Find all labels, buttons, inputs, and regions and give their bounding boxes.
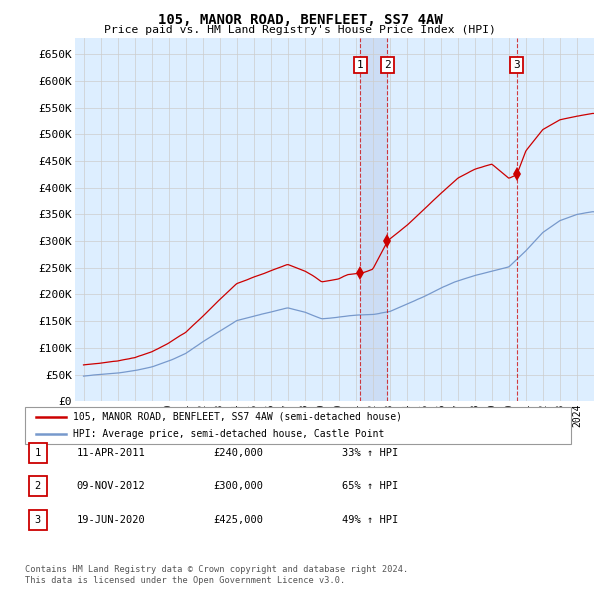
Text: 1: 1: [35, 448, 41, 457]
Text: HPI: Average price, semi-detached house, Castle Point: HPI: Average price, semi-detached house,…: [73, 429, 385, 438]
Text: Contains HM Land Registry data © Crown copyright and database right 2024.: Contains HM Land Registry data © Crown c…: [25, 565, 409, 574]
Text: 09-NOV-2012: 09-NOV-2012: [77, 481, 146, 491]
Text: This data is licensed under the Open Government Licence v3.0.: This data is licensed under the Open Gov…: [25, 576, 346, 585]
Text: £240,000: £240,000: [213, 448, 263, 457]
Text: 2: 2: [35, 481, 41, 491]
Bar: [361, 38, 388, 401]
Text: 2: 2: [384, 60, 391, 70]
Text: 105, MANOR ROAD, BENFLEET, SS7 4AW (semi-detached house): 105, MANOR ROAD, BENFLEET, SS7 4AW (semi…: [73, 412, 402, 421]
Text: 3: 3: [514, 60, 520, 70]
Text: 65% ↑ HPI: 65% ↑ HPI: [342, 481, 398, 491]
Text: Price paid vs. HM Land Registry's House Price Index (HPI): Price paid vs. HM Land Registry's House …: [104, 25, 496, 35]
Text: 1: 1: [357, 60, 364, 70]
Text: 11-APR-2011: 11-APR-2011: [77, 448, 146, 457]
Text: 105, MANOR ROAD, BENFLEET, SS7 4AW: 105, MANOR ROAD, BENFLEET, SS7 4AW: [158, 13, 442, 27]
Text: £300,000: £300,000: [213, 481, 263, 491]
Text: £425,000: £425,000: [213, 515, 263, 525]
Text: 19-JUN-2020: 19-JUN-2020: [77, 515, 146, 525]
Text: 33% ↑ HPI: 33% ↑ HPI: [342, 448, 398, 457]
Text: 49% ↑ HPI: 49% ↑ HPI: [342, 515, 398, 525]
Text: 3: 3: [35, 515, 41, 525]
